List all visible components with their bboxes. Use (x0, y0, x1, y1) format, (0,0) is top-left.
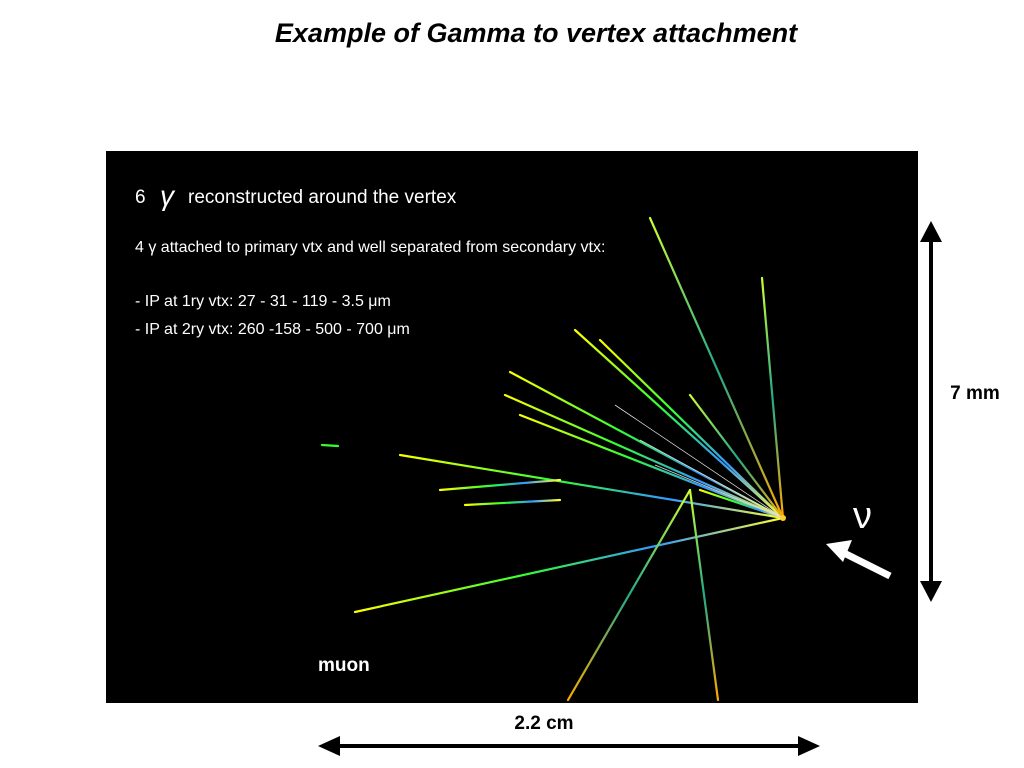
event-display (106, 151, 918, 703)
height-label: 7 mm (950, 383, 1000, 404)
gamma-symbol: γ (160, 180, 176, 211)
tracks (320, 216, 786, 702)
gamma-count: 6 (135, 187, 146, 208)
neutrino-label: ν (853, 495, 872, 537)
neutrino-arrow (826, 540, 892, 580)
slide-title: Example of Gamma to vertex attachment (275, 18, 798, 48)
height-scale (920, 221, 942, 602)
muon-label: muon (318, 655, 370, 676)
ip-secondary: - IP at 2ry vtx: 260 -158 - 500 - 700 μm (135, 321, 410, 338)
width-label: 2.2 cm (514, 713, 573, 734)
ip-primary: - IP at 1ry vtx: 27 - 31 - 119 - 3.5 μm (135, 293, 391, 310)
attached-text: 4 γ attached to primary vtx and well sep… (135, 239, 605, 256)
reconstructed-text: reconstructed around the vertex (188, 187, 457, 208)
width-scale (318, 736, 820, 756)
